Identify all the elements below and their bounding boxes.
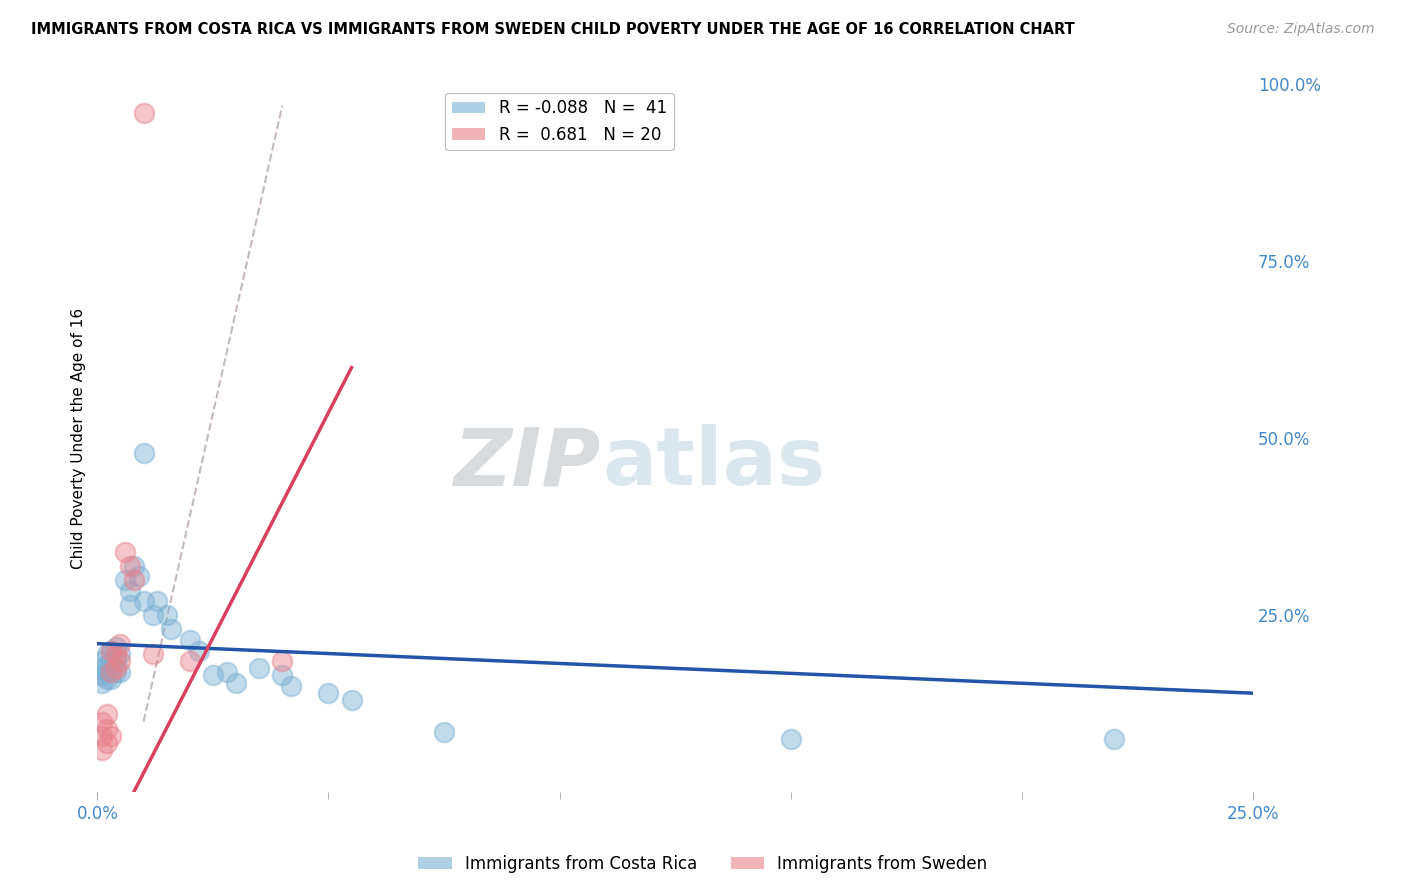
- Point: [104, 647, 127, 661]
- Point: [146, 594, 169, 608]
- Point: [104, 640, 127, 655]
- Point: [132, 594, 155, 608]
- Text: IMMIGRANTS FROM COSTA RICA VS IMMIGRANTS FROM SWEDEN CHILD POVERTY UNDER THE AGE: IMMIGRANTS FROM COSTA RICA VS IMMIGRANTS…: [31, 22, 1074, 37]
- Point: [1102, 732, 1125, 747]
- Point: [280, 679, 302, 693]
- Point: [96, 736, 118, 750]
- Point: [91, 714, 114, 729]
- Point: [225, 675, 247, 690]
- Point: [124, 573, 146, 587]
- Point: [110, 665, 132, 679]
- Point: [96, 647, 118, 661]
- Text: Source: ZipAtlas.com: Source: ZipAtlas.com: [1227, 22, 1375, 37]
- Point: [215, 665, 238, 679]
- Point: [104, 661, 127, 675]
- Point: [118, 558, 141, 573]
- Point: [91, 668, 114, 682]
- Point: [340, 693, 363, 707]
- Point: [271, 654, 294, 668]
- Point: [96, 665, 118, 679]
- Point: [96, 657, 118, 672]
- Point: [156, 608, 179, 623]
- Point: [104, 665, 127, 679]
- Point: [160, 623, 183, 637]
- Point: [100, 644, 122, 658]
- Point: [100, 672, 122, 686]
- Point: [124, 558, 146, 573]
- Point: [100, 661, 122, 675]
- Point: [91, 729, 114, 743]
- Point: [179, 633, 201, 648]
- Point: [91, 661, 114, 675]
- Legend: R = -0.088   N =  41, R =  0.681   N = 20: R = -0.088 N = 41, R = 0.681 N = 20: [446, 93, 673, 151]
- Point: [779, 732, 801, 747]
- Text: atlas: atlas: [602, 424, 825, 502]
- Point: [100, 654, 122, 668]
- Point: [100, 644, 122, 658]
- Point: [142, 608, 165, 623]
- Point: [100, 729, 122, 743]
- Point: [110, 654, 132, 668]
- Text: ZIP: ZIP: [453, 424, 600, 502]
- Y-axis label: Child Poverty Under the Age of 16: Child Poverty Under the Age of 16: [72, 308, 86, 569]
- Point: [114, 573, 136, 587]
- Point: [91, 743, 114, 757]
- Point: [271, 668, 294, 682]
- Point: [118, 583, 141, 598]
- Point: [100, 665, 122, 679]
- Point: [128, 569, 150, 583]
- Legend: Immigrants from Costa Rica, Immigrants from Sweden: Immigrants from Costa Rica, Immigrants f…: [412, 848, 994, 880]
- Point: [118, 598, 141, 612]
- Point: [132, 105, 155, 120]
- Point: [96, 722, 118, 736]
- Point: [142, 647, 165, 661]
- Point: [188, 644, 211, 658]
- Point: [433, 725, 456, 739]
- Point: [91, 675, 114, 690]
- Point: [110, 637, 132, 651]
- Point: [247, 661, 270, 675]
- Point: [91, 654, 114, 668]
- Point: [114, 544, 136, 558]
- Point: [104, 650, 127, 665]
- Point: [179, 654, 201, 668]
- Point: [96, 707, 118, 722]
- Point: [132, 445, 155, 459]
- Point: [318, 686, 340, 700]
- Point: [201, 668, 224, 682]
- Point: [110, 647, 132, 661]
- Point: [96, 672, 118, 686]
